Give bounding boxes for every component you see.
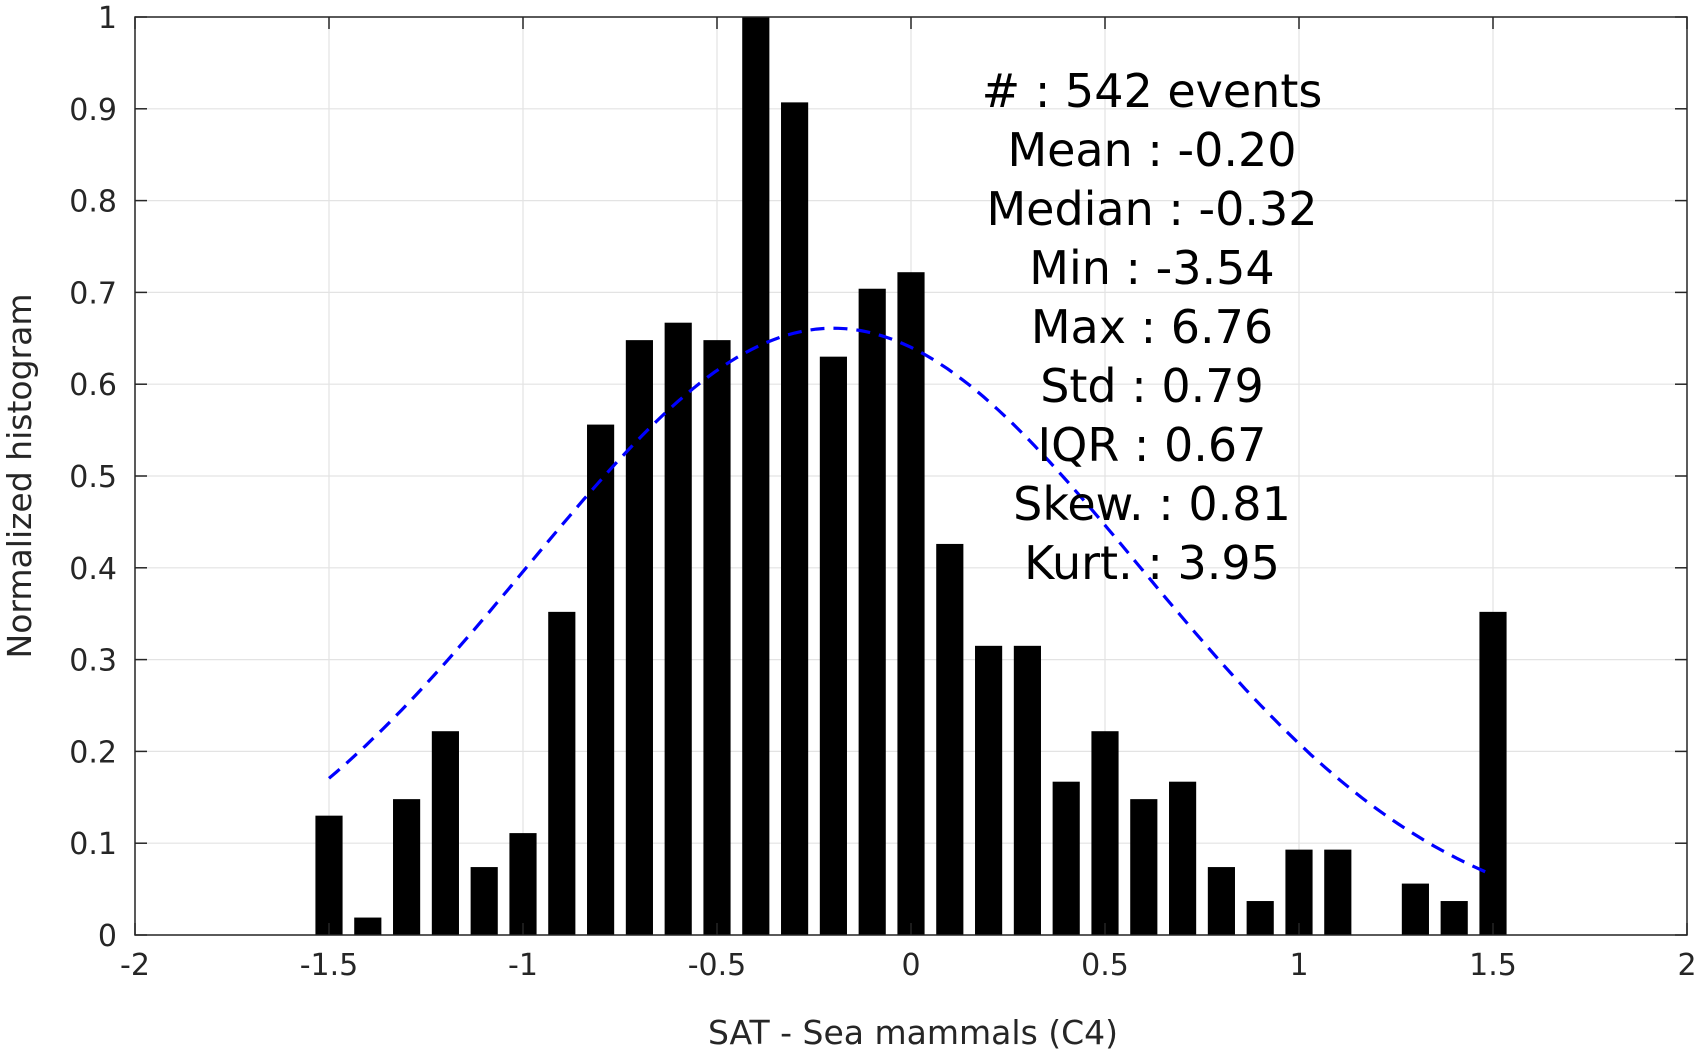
stat-name: Std (1040, 359, 1131, 413)
y-tick-label: 0 (98, 919, 117, 954)
plot-axes (134, 16, 1688, 936)
stat-line: Max : 6.76 (1031, 300, 1273, 354)
gaussian-fit-curve (327, 326, 1494, 877)
histogram-bar (858, 288, 886, 935)
histogram-bar (703, 340, 731, 935)
histogram-bar (936, 543, 964, 935)
stat-value: : 0.81 (1158, 477, 1291, 531)
y-tick-label: 0.6 (69, 368, 117, 403)
y-axis-label: Normalized histogram (0, 294, 39, 659)
histogram-bar (1169, 781, 1197, 935)
histogram-bar (509, 833, 537, 935)
stat-name: Max (1031, 300, 1141, 354)
x-tick-label: 0 (901, 948, 920, 983)
y-tick-label: 0.2 (69, 735, 117, 770)
stat-value: : 3.95 (1147, 536, 1280, 590)
histogram-bar (1207, 867, 1235, 935)
x-axis-label: SAT - Sea mammals (C4) (708, 1013, 1118, 1052)
y-tick-label: 1 (98, 1, 117, 36)
stat-name: Min (1029, 241, 1125, 295)
x-tick-label: 1.5 (1469, 948, 1517, 983)
stat-line: Skew. : 0.81 (1013, 477, 1291, 531)
histogram-bar (315, 815, 343, 935)
stat-name: Kurt. (1024, 536, 1147, 590)
stat-line: IQR : 0.67 (1038, 418, 1267, 472)
stat-value: : -0.20 (1147, 123, 1296, 177)
histogram-bar (1246, 901, 1274, 935)
histogram-bar (1052, 781, 1080, 935)
stat-name: Median (986, 182, 1168, 236)
x-tick-label: -1 (508, 948, 538, 983)
y-tick-label: 0.9 (69, 93, 117, 128)
x-tick-label: -0.5 (688, 948, 747, 983)
tick-labels: -2 -1.5 -1 -0.5 0 0.5 1 1.5 2 0 0.1 0.2 0.3 0.4 0.5 0.6… (69, 1, 1696, 983)
y-tick-label: 0.5 (69, 460, 117, 495)
histogram-bar (1130, 799, 1158, 935)
stat-value: : -3.54 (1126, 241, 1275, 295)
y-tick-label: 0.7 (69, 276, 117, 311)
histogram-bar (431, 731, 459, 935)
histogram-bar (470, 867, 498, 935)
histogram-bar (781, 102, 809, 935)
histogram-bar (819, 356, 847, 935)
y-tick-label: 0.4 (69, 552, 117, 587)
y-tick-label: 0.1 (69, 827, 117, 862)
stat-line: Mean : -0.20 (1007, 123, 1296, 177)
stat-line: Min : -3.54 (1029, 241, 1274, 295)
histogram-bar (664, 322, 692, 936)
histogram-bars (315, 17, 1507, 936)
stat-line: Kurt. : 3.95 (1024, 536, 1280, 590)
stat-name: # (982, 64, 1035, 118)
stat-name: Mean (1007, 123, 1147, 177)
histogram-bar (1401, 883, 1429, 935)
fit-curve-line (327, 326, 1494, 877)
stat-line: Median : -0.32 (986, 182, 1317, 236)
axis-labels: SAT - Sea mammals (C4) Normalized histog… (0, 294, 1118, 1052)
histogram-bar (897, 272, 925, 936)
histogram-bar (1440, 901, 1468, 935)
stat-value: : 0.67 (1134, 418, 1267, 472)
x-tick-label: 1 (1289, 948, 1308, 983)
stat-name: Skew. (1013, 477, 1158, 531)
histogram-bar (548, 611, 576, 935)
x-tick-label: 2 (1677, 948, 1696, 983)
stat-value: : -0.32 (1168, 182, 1317, 236)
stat-name: IQR (1038, 418, 1134, 472)
x-tick-label: 0.5 (1081, 948, 1129, 983)
histogram-bar (1479, 611, 1507, 935)
histogram-bar (587, 424, 615, 935)
stat-line: # : 542 events (982, 64, 1323, 118)
x-tick-label: -2 (120, 948, 150, 983)
histogram-bar (1285, 849, 1313, 935)
stat-value: : 542 events (1035, 64, 1323, 118)
histogram-bar (742, 17, 770, 935)
histogram-bar (975, 645, 1003, 935)
x-tick-label: -1.5 (300, 948, 359, 983)
stat-value: : 6.76 (1141, 300, 1274, 354)
histogram-bar (1091, 731, 1119, 935)
histogram-bar (1013, 645, 1041, 935)
histogram-bar (1324, 849, 1352, 935)
stat-value: : 0.79 (1131, 359, 1264, 413)
stat-line: Std : 0.79 (1040, 359, 1264, 413)
y-tick-label: 0.3 (69, 644, 117, 679)
histogram-bar (393, 799, 421, 935)
histogram-bar (354, 917, 382, 935)
y-tick-label: 0.8 (69, 185, 117, 220)
